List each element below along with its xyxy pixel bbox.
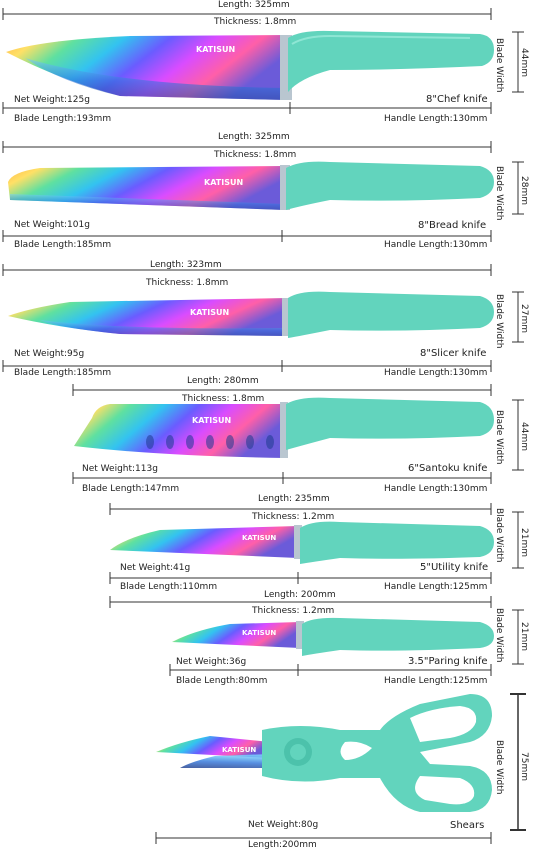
brand-logo-6: KATISUN: [242, 629, 277, 637]
length-1: Length: 325mm: [218, 0, 290, 10]
length-5: Length: 235mm: [258, 494, 330, 504]
blade-length-2: Blade Length:185mm: [14, 240, 112, 250]
length-7: Length:200mm: [248, 840, 317, 850]
chef-knife-blade: [6, 35, 287, 100]
knife-name-7: Shears: [450, 820, 485, 831]
slicer-knife-handle: [288, 291, 494, 338]
brand-logo-7: KATISUN: [222, 746, 257, 754]
blade-width-5: 21mm: [519, 528, 529, 557]
blade-width-label-2: Blade Width: [494, 166, 504, 221]
blade-width-6: 21mm: [519, 622, 529, 651]
santoku-dimples: [146, 435, 274, 449]
net-weight-2: Net Weight:101g: [14, 220, 90, 230]
thickness-4: Thickness: 1.8mm: [182, 394, 265, 404]
handle-length-4: Handle Length:130mm: [384, 484, 488, 494]
bread-knife-handle: [286, 161, 494, 210]
handle-length-2: Handle Length:130mm: [384, 240, 488, 250]
thickness-1: Thickness: 1.8mm: [214, 17, 297, 27]
handle-length-1: Handle Length:130mm: [384, 114, 488, 124]
blade-width-3: 27mm: [519, 304, 529, 333]
santoku-knife-blade: [74, 404, 285, 458]
net-weight-6: Net Weight:36g: [176, 657, 247, 667]
net-weight-4: Net Weight:113g: [82, 464, 158, 474]
net-weight-7: Net Weight:80g: [248, 820, 319, 830]
net-weight-5: Net Weight:41g: [120, 563, 191, 573]
blade-length-3: Blade Length:185mm: [14, 368, 112, 378]
knife-name-1: 8"Chef knife: [426, 94, 488, 105]
knife-name-4: 6"Santoku knife: [408, 463, 488, 474]
chef-knife-handle: [288, 30, 494, 92]
dimension-lines: [2, 8, 526, 844]
knife-name-6: 3.5"Paring knife: [408, 656, 488, 667]
blade-length-4: Blade Length:147mm: [82, 484, 180, 494]
blade-width-label-1: Blade Width: [494, 38, 504, 93]
thickness-3: Thickness: 1.8mm: [146, 278, 229, 288]
net-weight-1: Net Weight:125g: [14, 95, 90, 105]
brand-logo-4: KATISUN: [192, 416, 232, 425]
chef-knife: [6, 30, 494, 100]
length-4: Length: 280mm: [187, 376, 259, 386]
net-weight-3: Net Weight:95g: [14, 349, 85, 359]
slicer-knife: [8, 291, 494, 338]
blade-width-4: 44mm: [519, 422, 529, 451]
brand-logo-1: KATISUN: [196, 45, 236, 54]
blade-width-label-7: Blade Width: [494, 740, 504, 795]
shears-blade-top: [156, 736, 270, 758]
shears: [156, 694, 492, 812]
santoku-knife-handle: [286, 397, 494, 450]
utility-knife-blade: [110, 526, 298, 558]
brand-logo-3: KATISUN: [190, 308, 230, 317]
length-2: Length: 325mm: [218, 132, 290, 142]
utility-knife-handle: [300, 521, 494, 564]
knife-name-3: 8"Slicer knife: [420, 348, 487, 359]
handle-length-6: Handle Length:125mm: [384, 676, 488, 686]
bread-knife: [8, 161, 494, 210]
blade-width-1: 44mm: [519, 48, 529, 77]
length-3: Length: 323mm: [150, 260, 222, 270]
brand-logo-2: KATISUN: [204, 178, 244, 187]
blade-width-label-3: Blade Width: [494, 294, 504, 349]
blade-width-2: 28mm: [519, 176, 529, 205]
blade-length-1: Blade Length:193mm: [14, 114, 112, 124]
paring-knife: [172, 617, 494, 656]
utility-knife: [110, 521, 494, 564]
thickness-2: Thickness: 1.8mm: [214, 150, 297, 160]
paring-knife-handle: [302, 617, 494, 656]
handle-length-5: Handle Length:125mm: [384, 582, 488, 592]
blade-width-label-5: Blade Width: [494, 508, 504, 563]
blade-width-7: 75mm: [519, 752, 529, 781]
paring-knife-blade: [172, 622, 300, 648]
handle-length-3: Handle Length:130mm: [384, 368, 488, 378]
thickness-6: Thickness: 1.2mm: [252, 606, 335, 616]
blade-length-5: Blade Length:110mm: [120, 582, 218, 592]
brand-logo-5: KATISUN: [242, 534, 277, 542]
blade-length-6: Blade Length:80mm: [176, 676, 268, 686]
shears-blade-bottom: [180, 754, 270, 768]
blade-width-label-4: Blade Width: [494, 410, 504, 465]
knife-name-5: 5"Utility knife: [420, 562, 489, 573]
santoku-knife: [74, 397, 494, 458]
knife-name-2: 8"Bread knife: [418, 220, 487, 231]
thickness-5: Thickness: 1.2mm: [252, 512, 335, 522]
blade-width-label-6: Blade Width: [494, 608, 504, 663]
length-6: Length: 200mm: [264, 590, 336, 600]
